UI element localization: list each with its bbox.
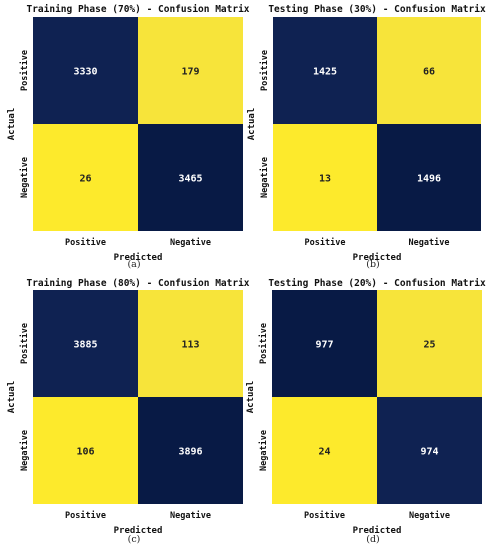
- confusion-matrix-panel-4: Testing Phase (20%) - Confusion Matrix 97…: [246, 278, 486, 545]
- cell-value: 66: [423, 67, 435, 78]
- x-axis-label: Predicted: [114, 525, 163, 536]
- x-tick-label: Negative: [170, 510, 211, 521]
- confusion-matrix-panel-2: Testing Phase (30%) - Confusion Matrix 14…: [247, 4, 486, 270]
- chart-title: Testing Phase (30%) - Confusion Matrix: [268, 4, 486, 15]
- x-tick-label: Positive: [65, 510, 106, 521]
- chart-title: Training Phase (70%) - Confusion Matrix: [26, 4, 249, 15]
- panel-caption: (d): [366, 534, 380, 545]
- confusion-matrix-panel-3: Training Phase (80%) - Confusion Matrix 3…: [7, 278, 250, 545]
- y-axis-label: Actual: [247, 108, 257, 141]
- x-axis-label: Predicted: [353, 525, 402, 536]
- cell-value: 1496: [417, 174, 441, 185]
- y-tick-label: Positive: [258, 323, 269, 364]
- matrix-cell-r0-c0: [33, 17, 138, 124]
- x-tick-label: Positive: [65, 237, 106, 248]
- cell-value: 3330: [73, 67, 97, 78]
- y-tick-label: Positive: [19, 323, 30, 364]
- x-axis-label: Predicted: [114, 252, 163, 263]
- y-tick-label: Positive: [259, 50, 270, 91]
- matrix-cell-r0-c1: [138, 17, 243, 124]
- y-tick-label: Negative: [19, 430, 30, 471]
- matrix-cell-r1-c0: [33, 397, 138, 504]
- cell-value: 13: [319, 174, 331, 185]
- panel-caption: (a): [127, 259, 140, 270]
- matrix-cell-r1-c1: [377, 397, 482, 504]
- chart-title: Training Phase (80%) - Confusion Matrix: [26, 278, 249, 289]
- cell-value: 26: [79, 174, 91, 185]
- x-tick-label: Negative: [409, 237, 450, 248]
- y-tick-label: Negative: [258, 430, 269, 471]
- chart-title: Testing Phase (20%) - Confusion Matrix: [268, 278, 486, 289]
- panel-caption: (b): [366, 259, 380, 270]
- cell-value: 1425: [313, 67, 337, 78]
- y-axis-label: Actual: [246, 381, 256, 414]
- matrix-cell-r1-c1: [377, 124, 481, 231]
- x-axis-label: Predicted: [353, 252, 402, 263]
- y-tick-label: Positive: [19, 50, 30, 91]
- cell-value: 113: [181, 340, 199, 351]
- x-tick-label: Positive: [305, 237, 346, 248]
- x-tick-label: Positive: [304, 510, 345, 521]
- cell-value: 977: [315, 340, 333, 351]
- cell-value: 106: [76, 447, 94, 458]
- matrix-cell-r1-c0: [33, 124, 138, 231]
- x-tick-label: Negative: [409, 510, 450, 521]
- y-axis-label: Actual: [7, 108, 17, 141]
- cell-value: 3896: [178, 447, 202, 458]
- matrix-cell-r0-c0: [33, 290, 138, 397]
- cell-value: 25: [423, 340, 435, 351]
- cell-value: 24: [318, 447, 330, 458]
- matrix-cell-r1-c0: [273, 124, 377, 231]
- matrix-cell-r1-c0: [272, 397, 377, 504]
- cell-value: 179: [181, 67, 199, 78]
- matrix-cell-r0-c0: [273, 17, 377, 124]
- matrix-cell-r1-c1: [138, 397, 243, 504]
- matrix-cell-r0-c1: [138, 290, 243, 397]
- y-tick-label: Negative: [19, 157, 30, 198]
- panel-caption: (c): [128, 534, 141, 545]
- x-tick-label: Negative: [170, 237, 211, 248]
- cell-value: 3885: [73, 340, 97, 351]
- y-tick-label: Negative: [259, 157, 270, 198]
- confusion-matrix-panel-1: Training Phase (70%) - Confusion Matrix 3…: [7, 4, 250, 270]
- cell-value: 974: [420, 447, 438, 458]
- matrix-cell-r0-c1: [377, 17, 481, 124]
- matrix-cell-r0-c0: [272, 290, 377, 397]
- matrix-cell-r1-c1: [138, 124, 243, 231]
- cell-value: 3465: [178, 174, 202, 185]
- matrix-cell-r0-c1: [377, 290, 482, 397]
- y-axis-label: Actual: [7, 381, 17, 414]
